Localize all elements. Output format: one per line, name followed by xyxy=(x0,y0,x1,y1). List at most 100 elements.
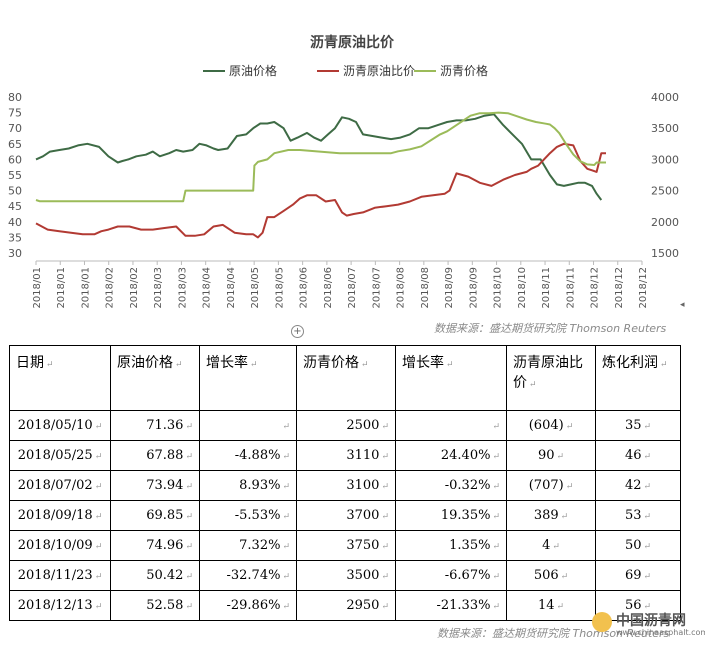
x-tick-label: 2018/02 xyxy=(129,267,140,309)
x-tick-label: 2018/05 xyxy=(274,267,285,309)
x-tick-label: 2018/03 xyxy=(153,267,164,309)
x-tick-label: 2018/09 xyxy=(444,267,455,309)
x-tick-label: 2018/05 xyxy=(250,267,261,309)
y-right-tick-label: 2000 xyxy=(651,216,679,229)
table-cell: 53 ↵ xyxy=(595,500,681,531)
x-tick-label: 2018/11 xyxy=(565,267,576,309)
table-row: 2018/12/13 ↵ 52.58 ↵ -29.86% ↵ 2950 ↵ -21.33% ↵ 14… xyxy=(9,590,681,621)
table-cell: ↵ xyxy=(395,410,507,441)
header-asphalt-growth: 增长率 ↵ xyxy=(395,345,507,411)
header-crude-price: 原油价格 ↵ xyxy=(110,345,200,411)
watermark-logo: 中国沥青网 www.chinaasphalt.com xyxy=(590,608,705,648)
table-cell: 2018/05/10 ↵ xyxy=(9,410,111,441)
table-cell: 506 ↵ xyxy=(506,560,596,591)
x-tick-label: 2018/11 xyxy=(541,267,552,309)
x-tick-label: 2018/09 xyxy=(468,267,479,309)
asphalt-crude-ratio-line xyxy=(35,142,606,239)
chart-title: 沥青原油比价 xyxy=(310,34,395,51)
x-tick-label: 2018/01 xyxy=(80,267,91,309)
table-cell: 52.58 ↵ xyxy=(110,590,200,621)
x-tick-label: 2018/07 xyxy=(347,267,358,309)
table-cell: 1.35% ↵ xyxy=(395,530,507,561)
asphalt-price-line xyxy=(35,111,606,203)
x-tick-label: 2018/08 xyxy=(420,267,431,309)
legend-label: 原油价格 xyxy=(229,63,277,78)
x-tick-label: 2018/01 xyxy=(56,267,67,309)
table-cell: -21.33% ↵ xyxy=(395,590,507,621)
table-cell: 67.88 ↵ xyxy=(110,440,200,471)
table-cell: 3750 ↵ xyxy=(296,530,396,561)
x-tick-label: 2018/12 xyxy=(590,267,601,309)
y-left-tick-label: 60 xyxy=(8,153,22,166)
table-cell: 50.42 ↵ xyxy=(110,560,200,591)
table-cell: 7.32% ↵ xyxy=(199,530,297,561)
y-right-tick-label: 3000 xyxy=(651,153,679,166)
table-cell: 74.96 ↵ xyxy=(110,530,200,561)
table-row: 2018/10/09 ↵ 74.96 ↵ 7.32% ↵ 3750 ↵ 1.35% ↵ 4 ↵ 50 ↵ xyxy=(9,530,681,561)
x-tick-label: 2018/10 xyxy=(493,267,504,309)
expand-plus-icon[interactable]: + xyxy=(291,325,304,338)
header-refining-profit: 炼化利润 ↵ xyxy=(595,345,681,411)
y-left-tick-label: 55 xyxy=(8,169,22,182)
table-cell: 46 ↵ xyxy=(595,440,681,471)
table-cell: 2018/12/13 ↵ xyxy=(9,590,111,621)
table-cell: 2018/11/23 ↵ xyxy=(9,560,111,591)
y-left-tick-label: 30 xyxy=(8,247,22,260)
table-cell: 14 ↵ xyxy=(506,590,596,621)
x-tick-label: 2018/04 xyxy=(202,267,213,309)
table-cell: 8.93% ↵ xyxy=(199,470,297,501)
chart: 沥青原油比价 原油价格 沥青原油比价 沥青价格 80 75 70 65 60 55 50 45 40 35… xyxy=(8,34,679,309)
table-cell: -0.32% ↵ xyxy=(395,470,507,501)
table-cell: 2950 ↵ xyxy=(296,590,396,621)
table-cell: 389 ↵ xyxy=(506,500,596,531)
header-ratio: 沥青原油比价 ↵ xyxy=(506,345,596,411)
header-asphalt-price: 沥青价格 ↵ xyxy=(296,345,396,411)
legend-label: 沥青原油比价 xyxy=(343,64,415,78)
table-body: 2018/05/10 ↵ 71.36 ↵ ↵ 2500 ↵ ↵ (604) ↵ 35 ↵ 2018/05… xyxy=(9,410,681,621)
x-tick-label: 2018/02 xyxy=(105,267,116,309)
x-tick-label: 2018/03 xyxy=(177,267,188,309)
table-cell: 4 ↵ xyxy=(506,530,596,561)
table-source-note: 数据来源：盛达期货研究院 Thomson Reuters xyxy=(437,627,670,640)
price-table: 日期 ↵ 原油价格 ↵ 增长率 ↵ 沥青价格 ↵ 增长率 ↵ 沥青原油比价 ↵ 炼化利润 ↵ … xyxy=(9,345,681,621)
table-cell: 19.35% ↵ xyxy=(395,500,507,531)
x-tick-label: 2018/12 xyxy=(638,267,649,309)
y-right-tick-label: 1500 xyxy=(651,247,679,260)
y-left-tick-label: 45 xyxy=(8,200,22,213)
y-left-tick-label: 80 xyxy=(8,91,22,104)
table-cell: -4.88% ↵ xyxy=(199,440,297,471)
x-tick-label: 2018/08 xyxy=(396,267,407,309)
table-cell: -29.86% ↵ xyxy=(199,590,297,621)
table-cell: 73.94 ↵ xyxy=(110,470,200,501)
y-left-tick-label: 70 xyxy=(8,122,22,135)
table-cell: 69 ↵ xyxy=(595,560,681,591)
table-cell: (604) ↵ xyxy=(506,410,596,441)
table-cell: (707) ↵ xyxy=(506,470,596,501)
crude-oil-price-line xyxy=(35,113,603,201)
x-tick-label: 2018/04 xyxy=(226,267,237,309)
table-cell: -32.74% ↵ xyxy=(199,560,297,591)
table-cell: 2500 ↵ xyxy=(296,410,396,441)
table-cell: 71.36 ↵ xyxy=(110,410,200,441)
x-tick-label: 2018/06 xyxy=(323,267,334,309)
table-cell: 3700 ↵ xyxy=(296,500,396,531)
x-tick-label: 2018/12 xyxy=(614,267,625,309)
table-cell: 3110 ↵ xyxy=(296,440,396,471)
header-date: 日期 ↵ xyxy=(9,345,111,411)
table-cell: 3500 ↵ xyxy=(296,560,396,591)
table-cell: 3100 ↵ xyxy=(296,470,396,501)
x-tick-label: 2018/10 xyxy=(517,267,528,309)
table-cell: 50 ↵ xyxy=(595,530,681,561)
table-cell: ↵ xyxy=(199,410,297,441)
x-tick-label: 2018/06 xyxy=(299,267,310,309)
table-cell: 42 ↵ xyxy=(595,470,681,501)
table-row: 2018/07/02 ↵ 73.94 ↵ 8.93% ↵ 3100 ↵ -0.32% ↵ (707)… xyxy=(9,470,681,501)
table-cell: 90 ↵ xyxy=(506,440,596,471)
table-header-row: 日期 ↵ 原油价格 ↵ 增长率 ↵ 沥青价格 ↵ 增长率 ↵ 沥青原油比价 ↵ 炼化利润 ↵ xyxy=(9,345,681,411)
table-cell: 69.85 ↵ xyxy=(110,500,200,531)
logo-text: 中国沥青网 xyxy=(616,613,686,629)
y-left-tick-label: 40 xyxy=(8,216,22,229)
header-crude-growth: 增长率 ↵ xyxy=(199,345,297,411)
table-cell: 2018/10/09 ↵ xyxy=(9,530,111,561)
